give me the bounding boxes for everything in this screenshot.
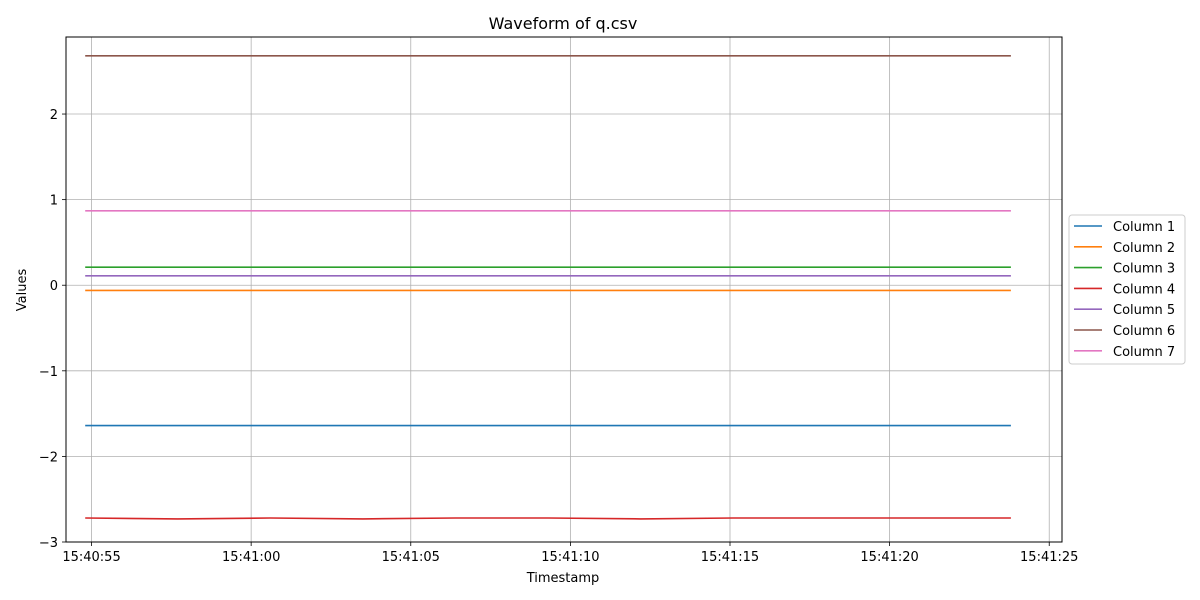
legend-label-column-7: Column 7: [1113, 345, 1175, 360]
x-tick-label: 15:41:05: [382, 550, 440, 565]
legend-label-column-2: Column 2: [1113, 241, 1175, 256]
x-axis-label: Timestamp: [526, 571, 600, 586]
y-tick-label: −3: [39, 536, 58, 551]
series-lines: [85, 54, 1011, 520]
y-tick-label: 1: [50, 194, 58, 209]
legend-label-column-3: Column 3: [1113, 262, 1175, 277]
y-tick-label: 2: [50, 108, 58, 123]
legend-label-column-5: Column 5: [1113, 303, 1175, 318]
y-tick-label: −1: [39, 365, 58, 380]
grid-lines: [66, 37, 1062, 543]
x-tick-label: 15:41:25: [1020, 550, 1078, 565]
y-axis-ticks: −3 −2 −1 0 1 2: [39, 108, 66, 551]
legend-box: [1068, 214, 1186, 365]
legend: Column 1 Column 2 Column 3 Column 4 Column 5…: [1068, 214, 1186, 365]
y-axis-label: Values: [15, 269, 30, 312]
x-tick-label: 15:41:00: [222, 550, 280, 565]
x-axis-ticks: 15:40:55 15:41:00 15:41:05 15:41:10 15:41:15…: [62, 542, 1078, 565]
x-tick-label: 15:41:15: [701, 550, 759, 565]
legend-label-column-6: Column 6: [1113, 324, 1175, 339]
chart-title: Waveform of q.csv: [489, 14, 638, 33]
plot-frame: [65, 36, 1063, 543]
y-tick-label: −2: [39, 450, 58, 465]
legend-label-column-4: Column 4: [1113, 282, 1175, 297]
legend-label-column-1: Column 1: [1113, 220, 1175, 235]
x-tick-label: 15:40:55: [62, 550, 120, 565]
x-tick-label: 15:41:20: [860, 550, 918, 565]
y-tick-label: 0: [50, 279, 58, 294]
series-line-column-4: [85, 517, 1011, 520]
x-tick-label: 15:41:10: [541, 550, 599, 565]
